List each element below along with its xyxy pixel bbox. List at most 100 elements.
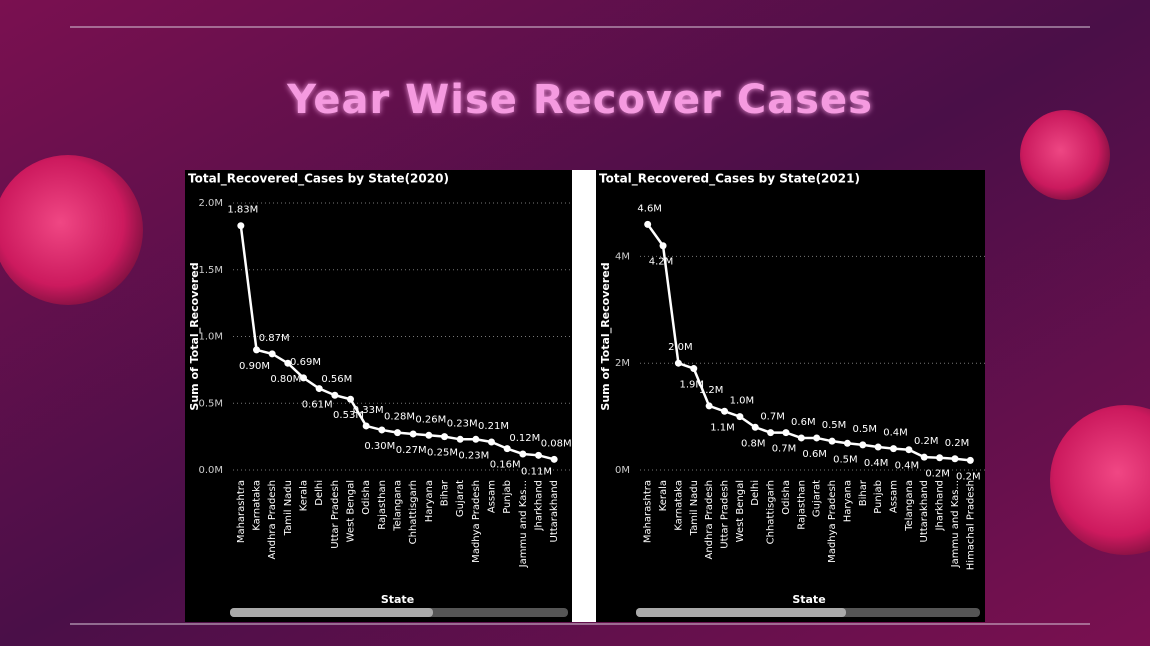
marker	[644, 220, 652, 228]
x-tick-label: Maharashtra	[236, 480, 247, 543]
data-label: 1.2M	[699, 385, 724, 396]
y-tick-label: 2.0M	[198, 198, 223, 209]
x-tick-label: Assam	[487, 480, 498, 513]
marker	[813, 434, 821, 442]
marker	[535, 451, 542, 459]
data-label: 0.33M	[353, 405, 384, 416]
x-tick-label: West Bengal	[735, 480, 746, 542]
chart-title: Total_Recovered_Cases by State(2021)	[599, 172, 860, 187]
scrollbar-thumb	[230, 608, 433, 617]
marker	[519, 450, 527, 458]
x-axis-label: State	[381, 593, 414, 606]
x-tick-label: Madhya Pradesh	[471, 480, 482, 563]
marker	[705, 402, 713, 410]
marker	[347, 395, 354, 403]
marker	[284, 359, 292, 367]
marker	[394, 429, 401, 437]
data-label: 0.28M	[384, 412, 415, 423]
data-label: 0.7M	[760, 412, 785, 423]
x-tick-label: Andhra Pradesh	[704, 480, 715, 559]
data-label: 0.90M	[239, 361, 270, 372]
x-tick-label: Uttarakhand	[919, 480, 930, 542]
marker	[782, 429, 790, 437]
data-label: 0.53M	[333, 410, 364, 421]
marker	[674, 359, 682, 367]
x-tick-label: Punjab	[873, 480, 884, 514]
virus-decoration	[1050, 405, 1150, 555]
data-label: 0.4M	[895, 461, 920, 472]
marker	[550, 455, 558, 463]
marker	[936, 454, 944, 462]
chart-panel	[596, 170, 985, 622]
data-label: 0.08M	[541, 438, 572, 449]
x-tick-label: Madhya Pradesh	[827, 480, 838, 563]
x-tick-label: Karnataka	[252, 480, 263, 531]
data-label: 0.8M	[741, 438, 766, 449]
y-tick-label: 2M	[615, 358, 630, 369]
x-tick-label: Punjab	[502, 480, 513, 514]
data-label: 0.30M	[364, 441, 395, 452]
data-label: 0.2M	[914, 436, 939, 447]
data-label: 4.6M	[637, 203, 662, 214]
marker	[472, 435, 480, 443]
y-axis-label: Sum of Total_Recovered	[599, 262, 612, 410]
x-tick-label: Himachal Pradesh	[965, 480, 976, 570]
marker	[843, 439, 851, 447]
marker	[966, 456, 974, 464]
x-tick-label: Tamil Nadu	[689, 480, 700, 536]
x-tick-label: Karnataka	[673, 480, 684, 531]
x-tick-label: Delhi	[750, 480, 761, 506]
data-label: 0.12M	[509, 433, 540, 444]
marker	[362, 422, 370, 430]
marker	[315, 385, 323, 393]
marker	[237, 222, 245, 230]
x-tick-label: Jammu and Kas...	[518, 480, 529, 568]
marker	[905, 446, 913, 454]
data-label: 0.56M	[321, 374, 352, 385]
marker	[268, 350, 276, 358]
data-label: 0.4M	[883, 428, 908, 439]
data-label: 0.11M	[521, 466, 552, 477]
virus-decoration	[0, 155, 143, 305]
virus-decoration	[1020, 110, 1110, 200]
marker	[797, 434, 805, 442]
x-tick-label: Bihar	[858, 479, 869, 506]
marker	[721, 407, 728, 415]
data-label: 0.6M	[802, 449, 827, 460]
y-tick-label: 1.5M	[198, 265, 223, 276]
marker	[828, 437, 836, 445]
data-label: 0.69M	[290, 357, 321, 368]
x-tick-label: Kerala	[658, 480, 669, 511]
data-label: 0.23M	[458, 450, 489, 461]
x-tick-label: Rajasthan	[796, 480, 807, 530]
y-tick-label: 1.0M	[198, 332, 223, 343]
data-label: 0.61M	[302, 400, 333, 411]
marker	[488, 438, 495, 446]
x-tick-label: Uttarakhand	[549, 480, 560, 542]
x-axis-label: State	[792, 593, 825, 606]
marker	[920, 453, 928, 461]
x-tick-label: Telangana	[393, 480, 404, 532]
data-label: 2.0M	[668, 342, 693, 353]
marker	[751, 423, 759, 431]
x-tick-label: Odisha	[361, 480, 372, 515]
x-tick-label: Jammu and Kas...	[950, 480, 961, 568]
data-label: 0.5M	[853, 424, 878, 435]
x-tick-label: Assam	[889, 480, 900, 513]
data-label: 0.23M	[447, 418, 478, 429]
data-label: 0.80M	[270, 374, 301, 385]
data-label: 0.7M	[772, 444, 797, 455]
x-tick-label: Chhattisgarh	[766, 480, 777, 544]
marker	[767, 429, 775, 437]
panel-gap	[572, 170, 596, 622]
x-tick-label: Delhi	[314, 480, 325, 506]
marker	[503, 445, 511, 453]
data-label: 0.26M	[415, 414, 446, 425]
x-tick-label: Jharkhand	[935, 480, 946, 531]
data-label: 0.2M	[925, 469, 950, 480]
data-label: 0.5M	[833, 454, 858, 465]
x-tick-label: Haryana	[842, 480, 853, 522]
data-label: 0.2M	[945, 438, 970, 449]
data-label: 1.9M	[680, 380, 705, 391]
